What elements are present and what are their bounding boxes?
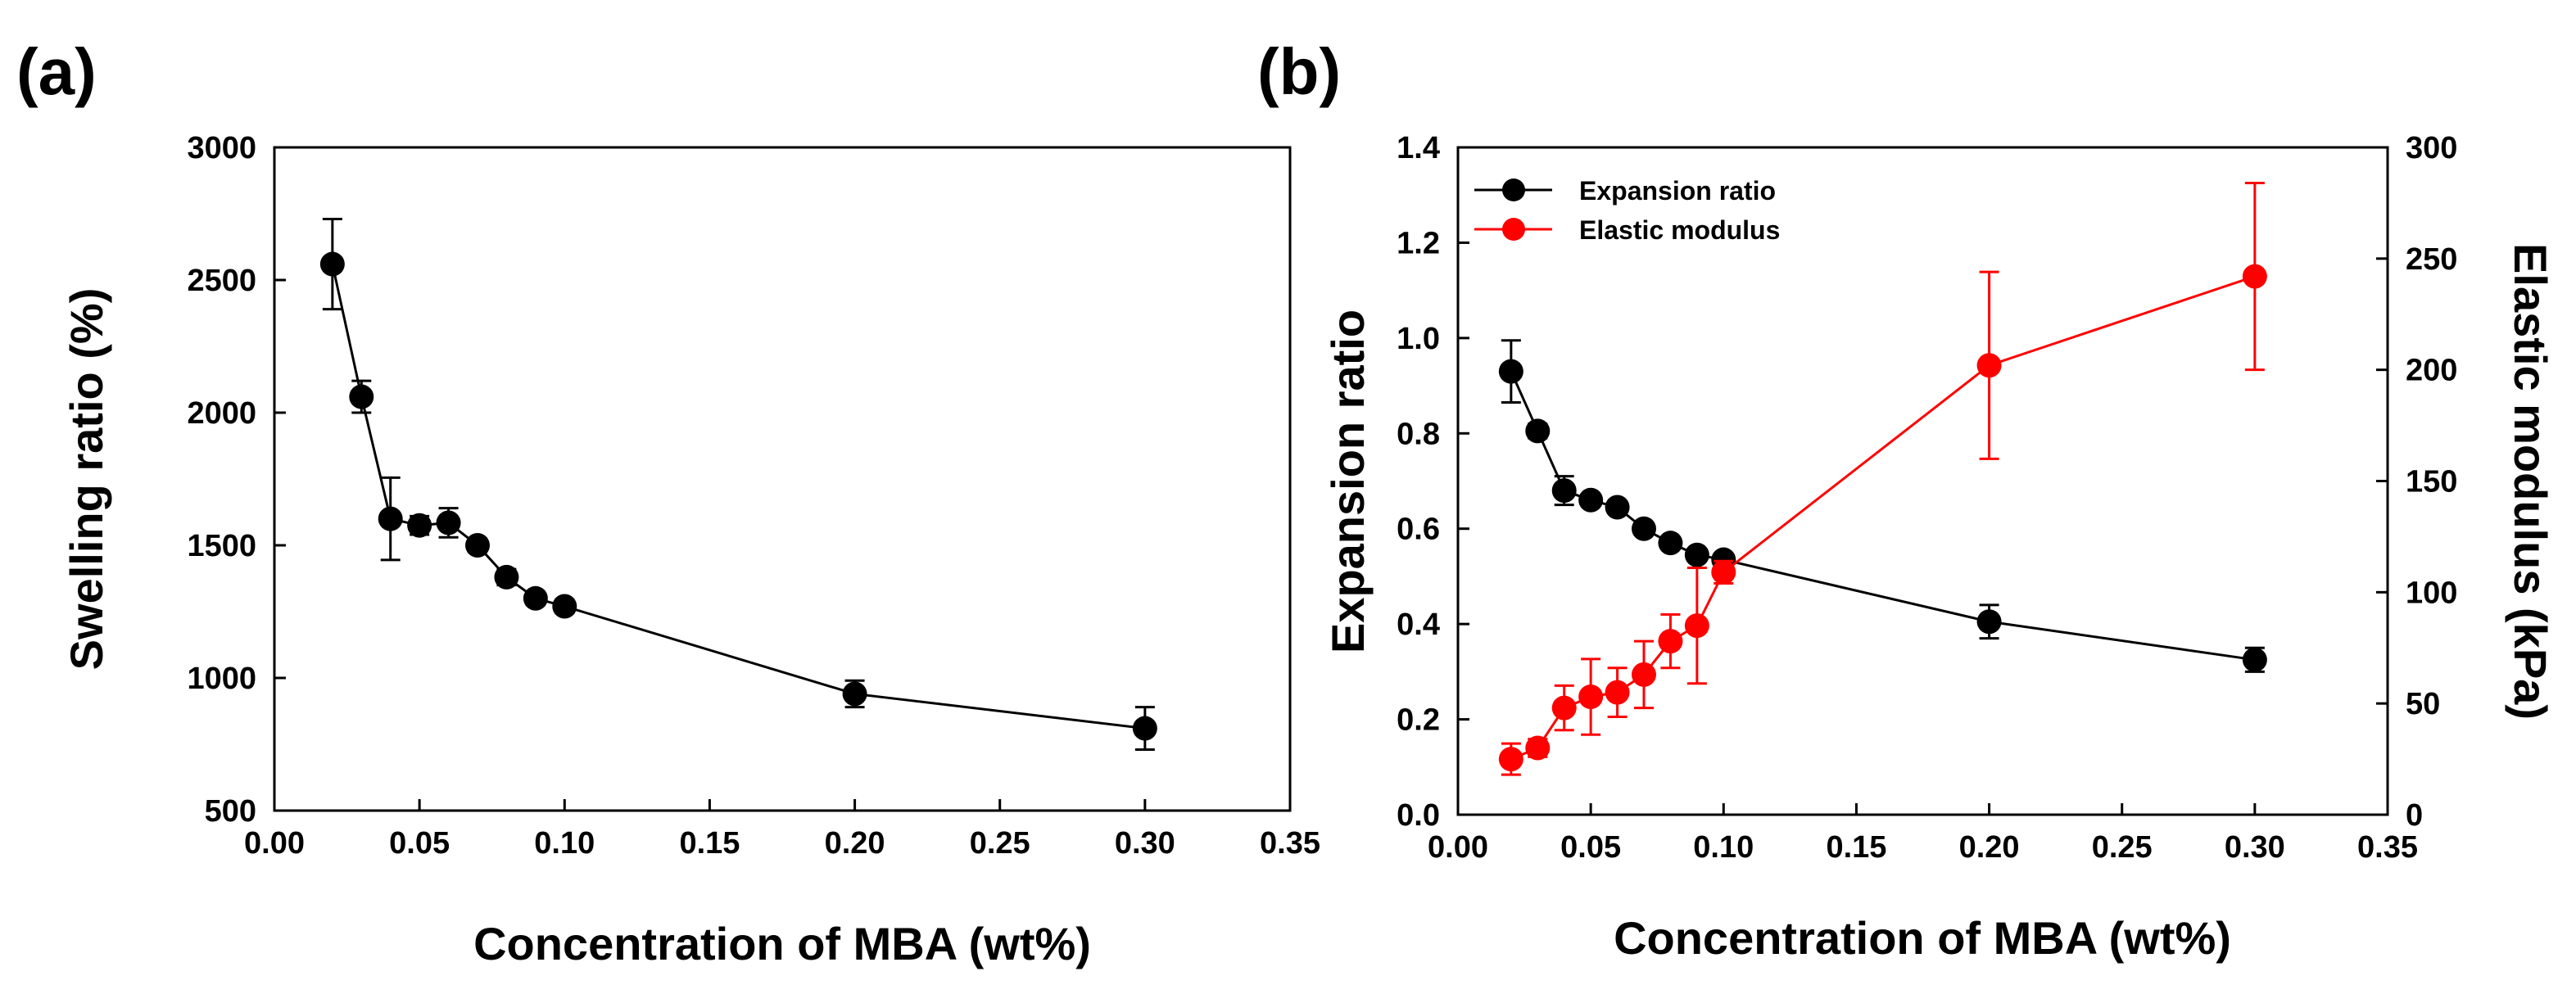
y-tick-label-b-left: 0.8 (1397, 417, 1440, 451)
x-tick-label-a: 0.30 (1115, 826, 1175, 861)
x-axis-a: 0.00 0.05 0.10 0.15 0.20 0.25 0.30 0.35 (244, 799, 1320, 861)
data-point-elastic (1525, 735, 1551, 761)
y-tick-label-b-left: 0.4 (1397, 608, 1440, 642)
x-tick-label-a: 0.15 (679, 826, 740, 861)
data-point-elastic (1578, 685, 1604, 710)
data-point-elastic (2242, 264, 2267, 289)
panel-a: (a) 500 1000 1500 2000 2500 3000 0.00 0.05 0.10… (16, 35, 1320, 969)
y-tick-label-b-left: 1.0 (1397, 322, 1440, 356)
x-axis-title-a: Concentration of MBA (wt%) (473, 918, 1091, 969)
data-point-elastic (1976, 353, 2002, 378)
data-point-elastic (1605, 680, 1630, 705)
data-point-expansion (1605, 495, 1630, 520)
data-point-expansion (1976, 609, 2002, 635)
y-tick-label-a: 500 (205, 794, 256, 829)
x-tick-label-b: 0.35 (2357, 830, 2418, 865)
y-tick-label-b-left: 0.2 (1397, 703, 1440, 738)
data-point-expansion (2242, 647, 2267, 672)
data-point-expansion (1684, 542, 1709, 567)
x-tick-label-b: 0.05 (1560, 830, 1621, 865)
x-tick-label-b: 0.15 (1826, 830, 1886, 865)
x-tick-label-a: 0.20 (825, 826, 885, 861)
y-tick-label-b-right: 300 (2406, 131, 2457, 165)
y-tick-label-b-right: 0 (2406, 798, 2423, 833)
panel-label-a: (a) (16, 35, 97, 108)
x-tick-label-a: 0.10 (534, 826, 595, 861)
series-group-a (319, 217, 1157, 751)
series-group-b (1498, 181, 2267, 776)
data-point-swelling (319, 251, 345, 277)
data-point-swelling (494, 564, 519, 590)
y-tick-label-a: 1000 (187, 662, 256, 696)
data-point-expansion (1578, 487, 1604, 513)
y-axis-b-left: 0.0 0.2 0.4 0.6 0.8 1.0 1.2 1.4 (1397, 131, 1469, 833)
y-axis-b-right: 0 50 100 150 200 250 300 (2376, 131, 2457, 833)
data-point-elastic (1658, 629, 1683, 654)
x-tick-label-b: 0.30 (2225, 830, 2285, 865)
legend-marker-expansion (1502, 178, 1525, 201)
x-tick-label-b: 0.10 (1693, 830, 1754, 865)
data-point-expansion (1632, 516, 1656, 541)
y-tick-label-b-right: 50 (2406, 687, 2440, 721)
legend-marker-elastic (1502, 218, 1525, 241)
y-tick-label-b-right: 250 (2406, 242, 2457, 277)
data-point-elastic (1551, 695, 1577, 721)
data-point-swelling (1132, 716, 1157, 741)
series-line-swelling (331, 264, 1146, 730)
x-axis-b: 0.00 0.05 0.10 0.15 0.20 0.25 0.30 0.35 (1428, 803, 2418, 865)
data-point-expansion (1525, 418, 1551, 444)
x-tick-label-a: 0.35 (1260, 826, 1320, 861)
data-point-expansion (1551, 478, 1577, 504)
data-point-swelling (842, 681, 867, 707)
x-tick-label-a: 0.05 (389, 826, 450, 861)
data-point-swelling (436, 510, 461, 535)
data-point-swelling (349, 384, 374, 409)
y-axis-title-b-right: Elastic modulus (kPa) (2505, 243, 2556, 720)
panel-label-b: (b) (1257, 35, 1341, 108)
data-point-elastic (1632, 662, 1656, 687)
panel-b: (b) 0.0 0.2 0.4 0.6 0.8 1.0 1.2 1.4 0 50 100 150 20… (1257, 35, 2556, 964)
y-tick-label-b-left: 1.4 (1397, 131, 1440, 165)
y-axis-a: 500 1000 1500 2000 2500 3000 (187, 131, 286, 829)
x-tick-label-b: 0.25 (2092, 830, 2153, 865)
y-tick-label-b-right: 150 (2406, 465, 2457, 499)
x-tick-label-a: 0.25 (970, 826, 1030, 861)
legend-label-elastic: Elastic modulus (1579, 215, 1780, 245)
plot-frame-a (273, 146, 1292, 812)
y-axis-title-a: Swelling ratio (%) (61, 288, 112, 671)
y-axis-title-b-left: Expansion ratio (1322, 309, 1374, 653)
y-tick-label-a: 2500 (187, 264, 256, 298)
data-point-expansion (1498, 359, 1523, 384)
y-tick-label-b-left: 0.6 (1397, 513, 1440, 547)
data-point-expansion (1658, 531, 1683, 556)
plot-frame-b (1456, 146, 2389, 816)
y-tick-label-b-left: 1.2 (1397, 226, 1440, 260)
data-point-swelling (465, 533, 490, 558)
y-tick-label-a: 3000 (187, 131, 256, 165)
data-point-elastic (1498, 747, 1523, 772)
data-point-swelling (407, 513, 432, 538)
data-point-elastic (1684, 613, 1709, 639)
data-point-elastic (1711, 559, 1736, 585)
x-tick-label-b: 0.20 (1959, 830, 2020, 865)
y-tick-label-a: 1500 (187, 529, 256, 563)
x-axis-title-b: Concentration of MBA (wt%) (1614, 912, 2231, 964)
legend: Expansion ratio Elastic modulus (1474, 176, 1780, 245)
data-point-swelling (378, 506, 403, 531)
data-point-swelling (552, 594, 577, 619)
y-tick-label-a: 2000 (187, 396, 256, 431)
y-tick-label-b-right: 100 (2406, 576, 2457, 610)
legend-label-expansion: Expansion ratio (1579, 176, 1776, 206)
x-tick-label-a: 0.00 (244, 826, 305, 861)
y-tick-label-b-right: 200 (2406, 354, 2457, 388)
y-tick-label-b-left: 0.0 (1397, 798, 1440, 833)
x-tick-label-b: 0.00 (1428, 830, 1488, 865)
data-point-swelling (523, 585, 548, 611)
